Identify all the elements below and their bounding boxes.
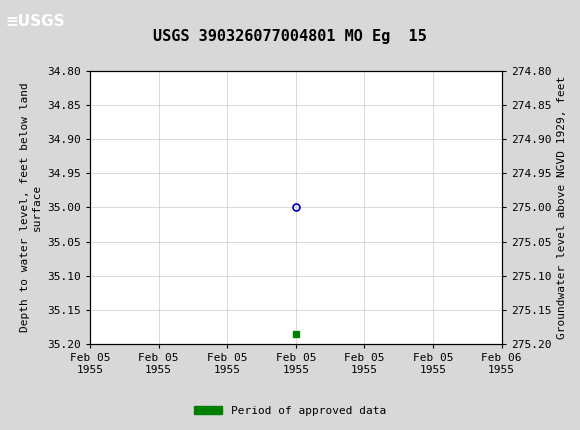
Text: ≡USGS: ≡USGS bbox=[6, 14, 66, 29]
Text: USGS 390326077004801 MO Eg  15: USGS 390326077004801 MO Eg 15 bbox=[153, 29, 427, 44]
Y-axis label: Depth to water level, feet below land
surface: Depth to water level, feet below land su… bbox=[20, 83, 42, 332]
Y-axis label: Groundwater level above NGVD 1929, feet: Groundwater level above NGVD 1929, feet bbox=[557, 76, 567, 339]
Legend: Period of approved data: Period of approved data bbox=[190, 401, 390, 420]
